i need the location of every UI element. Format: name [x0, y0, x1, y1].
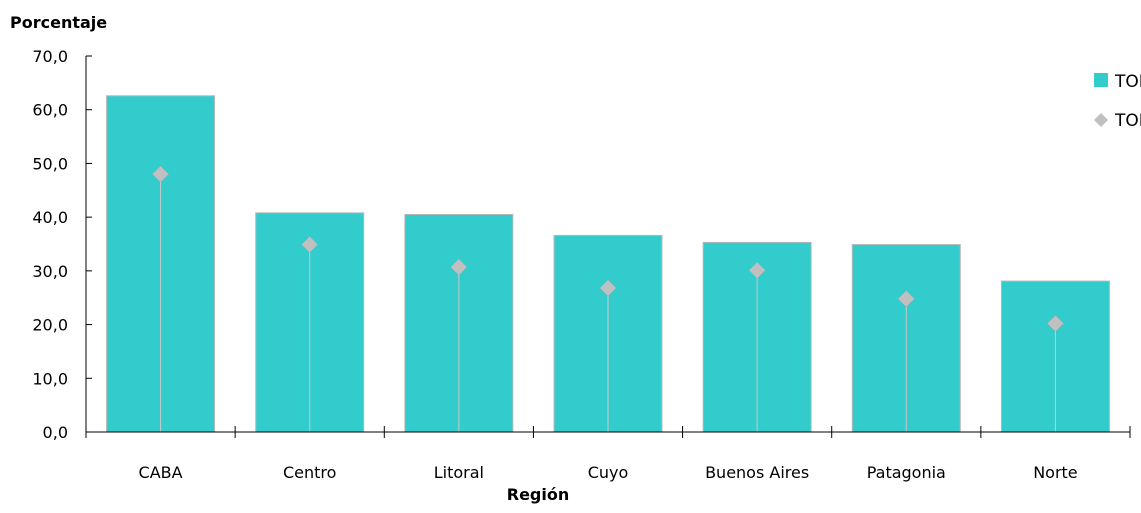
legend: TOH TOP — [1094, 72, 1141, 131]
y-tick-label: 0,0 — [43, 423, 68, 442]
y-tick-label: 40,0 — [32, 208, 68, 227]
axes-layer: 0,0 10,0 20,0 30,0 40,0 50,0 60,0 70,0 CABA Centr… — [32, 47, 1131, 482]
y-tick-label: 20,0 — [32, 316, 68, 335]
stems-layer — [160, 174, 1056, 432]
x-tick-label: Buenos Aires — [705, 463, 809, 482]
y-tick-label: 70,0 — [32, 47, 68, 66]
x-tick-label: CABA — [139, 463, 183, 482]
x-tick-label: Centro — [283, 463, 336, 482]
y-tick-label: 10,0 — [32, 369, 68, 388]
legend-swatch-top — [1094, 113, 1108, 127]
y-tick-label: 60,0 — [32, 101, 68, 120]
x-tick-label: Cuyo — [588, 463, 629, 482]
point-top-3 — [599, 279, 617, 297]
y-axis-title: Porcentaje — [10, 13, 107, 32]
x-tick-label: Litoral — [434, 463, 484, 482]
point-top-2 — [450, 258, 468, 276]
y-tick-label: 30,0 — [32, 262, 68, 281]
x-tick-label: Norte — [1033, 463, 1077, 482]
points-layer — [152, 165, 1064, 332]
point-top-1 — [301, 236, 319, 253]
x-tick-label: Patagonia — [867, 463, 946, 482]
legend-label-top: TOP — [1114, 111, 1141, 131]
legend-label-toh: TOH — [1114, 72, 1141, 92]
y-tick-label: 50,0 — [32, 154, 68, 173]
point-top-5 — [897, 290, 915, 308]
point-top-0 — [152, 165, 169, 183]
point-top-6 — [1047, 315, 1064, 332]
x-axis-title: Región — [507, 485, 570, 504]
legend-swatch-toh — [1094, 73, 1108, 87]
point-top-4 — [748, 261, 766, 279]
